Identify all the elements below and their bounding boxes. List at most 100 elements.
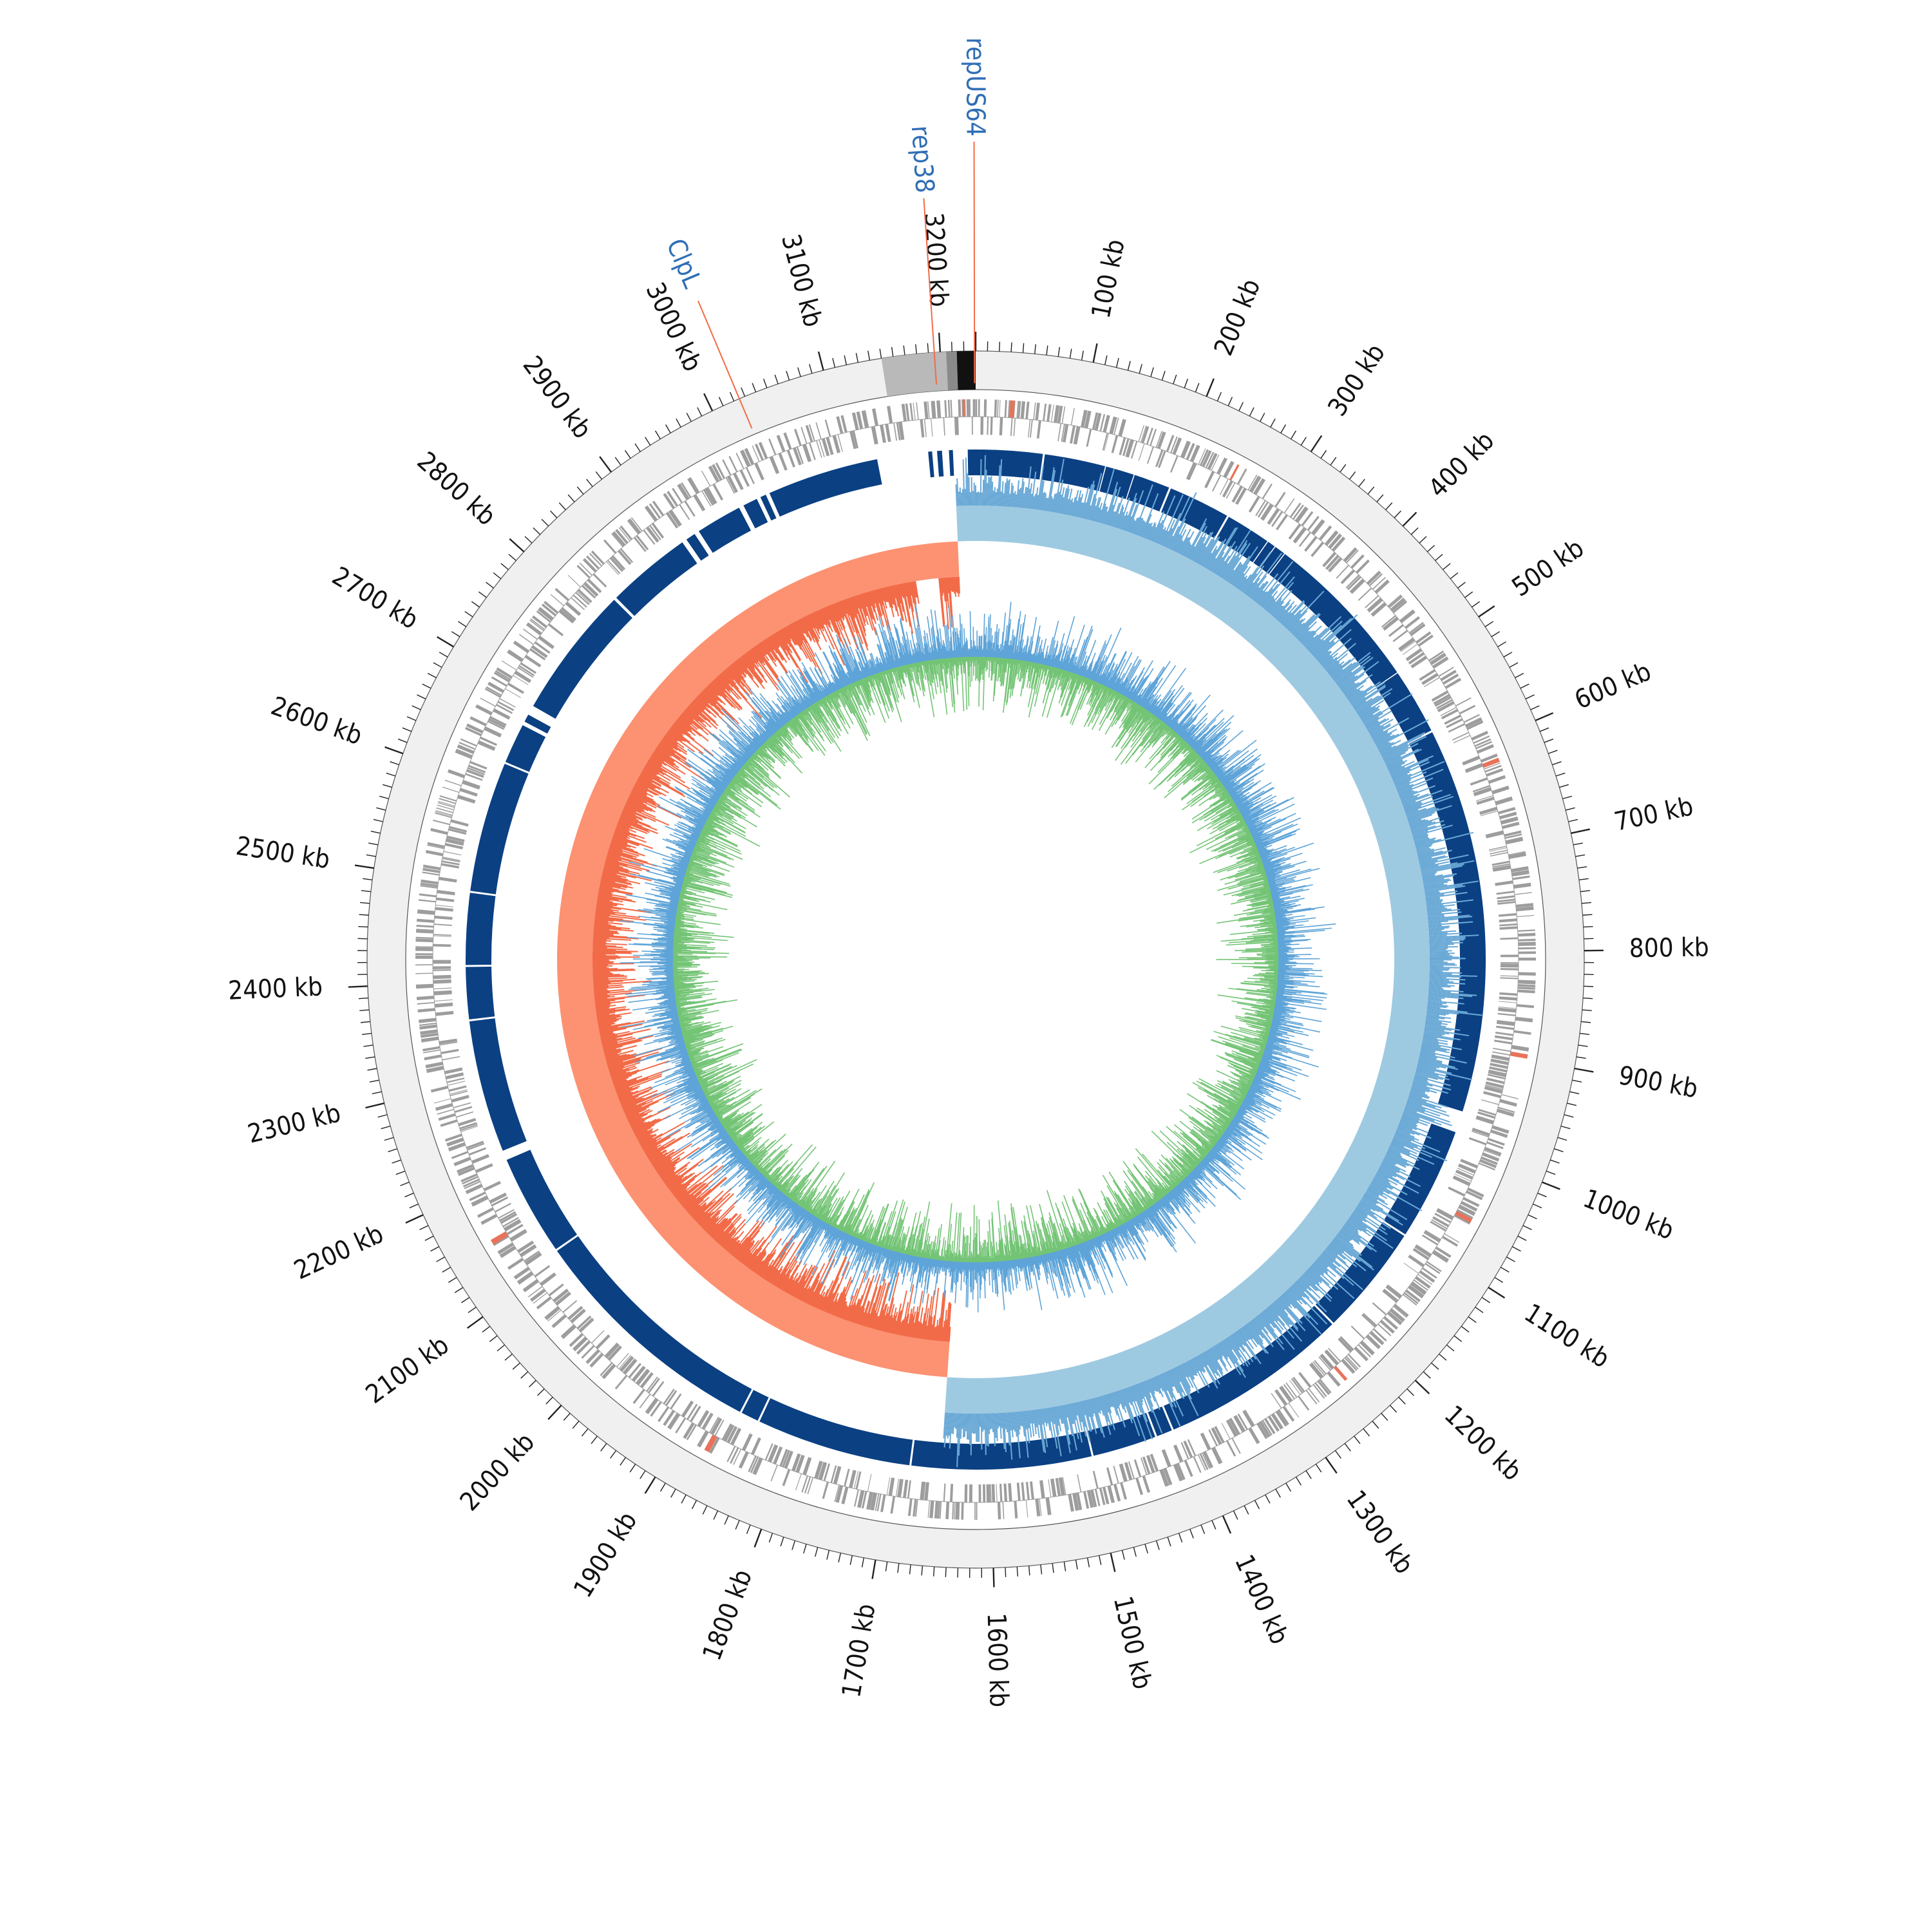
skew-bar bbox=[1394, 1132, 1441, 1153]
skew-bar bbox=[1103, 511, 1108, 524]
skew-bar bbox=[1394, 761, 1445, 784]
skew-bar bbox=[1392, 771, 1410, 781]
skew-bar bbox=[1044, 497, 1048, 511]
major-tick bbox=[1535, 712, 1554, 721]
minor-tick bbox=[809, 364, 813, 374]
skew-bar bbox=[1080, 486, 1090, 518]
cds-feature bbox=[449, 826, 468, 833]
skew-bar bbox=[600, 880, 634, 889]
skew-bar bbox=[946, 1302, 951, 1342]
cds-feature bbox=[439, 795, 457, 802]
minor-tick bbox=[702, 1505, 708, 1515]
cds-feature bbox=[1475, 741, 1493, 750]
cds-feature bbox=[681, 482, 692, 498]
skew-bar bbox=[1379, 745, 1396, 755]
cds-feature bbox=[1497, 1106, 1515, 1113]
skew-bar bbox=[1377, 1171, 1419, 1194]
skew-bar bbox=[1083, 484, 1093, 519]
skew-bar bbox=[1410, 1088, 1426, 1094]
skew-bar bbox=[1050, 1406, 1056, 1425]
skew-bar bbox=[1374, 728, 1397, 743]
minor-tick bbox=[361, 890, 371, 893]
skew-bar bbox=[1264, 596, 1275, 610]
cds-feature bbox=[1338, 1338, 1352, 1353]
skew-bar bbox=[844, 1295, 854, 1320]
skew-bar bbox=[1388, 762, 1405, 772]
cds-feature bbox=[802, 444, 812, 462]
skew-bar bbox=[1302, 1274, 1319, 1292]
skew-bar bbox=[655, 1151, 685, 1171]
skew-bar bbox=[1192, 536, 1206, 562]
cds-feature bbox=[1142, 1475, 1151, 1493]
skew-bar bbox=[594, 914, 609, 918]
skew-bar bbox=[673, 723, 695, 741]
skew-bar bbox=[1058, 487, 1065, 514]
minor-tick bbox=[427, 672, 437, 679]
cds-feature bbox=[1460, 1200, 1478, 1212]
skew-bar bbox=[952, 1413, 955, 1434]
skew-bar bbox=[1305, 627, 1328, 649]
skew-bar bbox=[1315, 1260, 1329, 1272]
skew-bar bbox=[601, 874, 641, 885]
skew-bar bbox=[1137, 1383, 1150, 1411]
cds-feature bbox=[1229, 1417, 1240, 1435]
cds-feature bbox=[1120, 1482, 1128, 1500]
skew-bar bbox=[638, 776, 669, 794]
skew-bar bbox=[1352, 1212, 1367, 1223]
skew-bar bbox=[1338, 675, 1356, 688]
cds-feature bbox=[996, 1484, 998, 1502]
skew-bar bbox=[882, 1312, 889, 1332]
skew-bar bbox=[614, 832, 630, 839]
skew-bar bbox=[1368, 1186, 1383, 1195]
cds-feature bbox=[687, 1403, 698, 1421]
cds-feature bbox=[1119, 437, 1126, 455]
skew-bar bbox=[724, 1236, 737, 1251]
skew-bar bbox=[1079, 502, 1084, 518]
skew-bar bbox=[916, 1321, 920, 1339]
skew-bar bbox=[600, 1030, 630, 1039]
skew-bar bbox=[1321, 652, 1339, 667]
cds-feature bbox=[1226, 1419, 1238, 1437]
cds-feature bbox=[697, 1410, 710, 1428]
skew-bar bbox=[1135, 518, 1144, 536]
skew-bar bbox=[1419, 862, 1435, 867]
cds-feature bbox=[646, 1376, 658, 1392]
cds-feature bbox=[1186, 442, 1195, 460]
cds-feature bbox=[618, 527, 630, 542]
skew-bar bbox=[605, 858, 650, 872]
cds-feature bbox=[455, 748, 473, 759]
cds-feature bbox=[1496, 1019, 1515, 1027]
skew-bar bbox=[1216, 1343, 1233, 1368]
skew-bar bbox=[1403, 1110, 1435, 1122]
skew-bar bbox=[1106, 1394, 1112, 1408]
cds-feature bbox=[562, 1300, 578, 1313]
cds-feature bbox=[1341, 1358, 1356, 1374]
minor-tick bbox=[1546, 1170, 1556, 1175]
skew-bar bbox=[1098, 469, 1115, 523]
cds-feature bbox=[1518, 980, 1536, 985]
minor-tick bbox=[1575, 854, 1586, 857]
major-tick bbox=[871, 1559, 876, 1579]
skew-bar bbox=[1227, 1336, 1249, 1367]
cds-feature bbox=[1489, 847, 1508, 852]
cds-feature bbox=[581, 585, 596, 599]
skew-bar bbox=[1244, 1325, 1259, 1345]
skew-bar bbox=[1110, 511, 1116, 527]
skew-bar bbox=[592, 942, 627, 945]
skew-bar bbox=[600, 1034, 618, 1039]
skew-bar bbox=[593, 984, 609, 987]
skew-bar bbox=[801, 1285, 811, 1302]
skew-bar bbox=[842, 1305, 848, 1320]
skew-bar bbox=[1039, 480, 1045, 511]
skew-bar bbox=[659, 1166, 675, 1178]
skew-bar bbox=[598, 889, 614, 893]
skew-bar bbox=[1360, 708, 1379, 720]
minor-tick bbox=[730, 392, 735, 402]
skew-bar bbox=[948, 1412, 951, 1436]
minor-tick bbox=[376, 807, 386, 811]
skew-bar bbox=[1130, 520, 1136, 533]
skew-bar bbox=[1341, 1227, 1372, 1251]
major-tick bbox=[1542, 1181, 1560, 1190]
skew-bar bbox=[616, 1075, 662, 1094]
skew-bar bbox=[594, 999, 616, 1003]
